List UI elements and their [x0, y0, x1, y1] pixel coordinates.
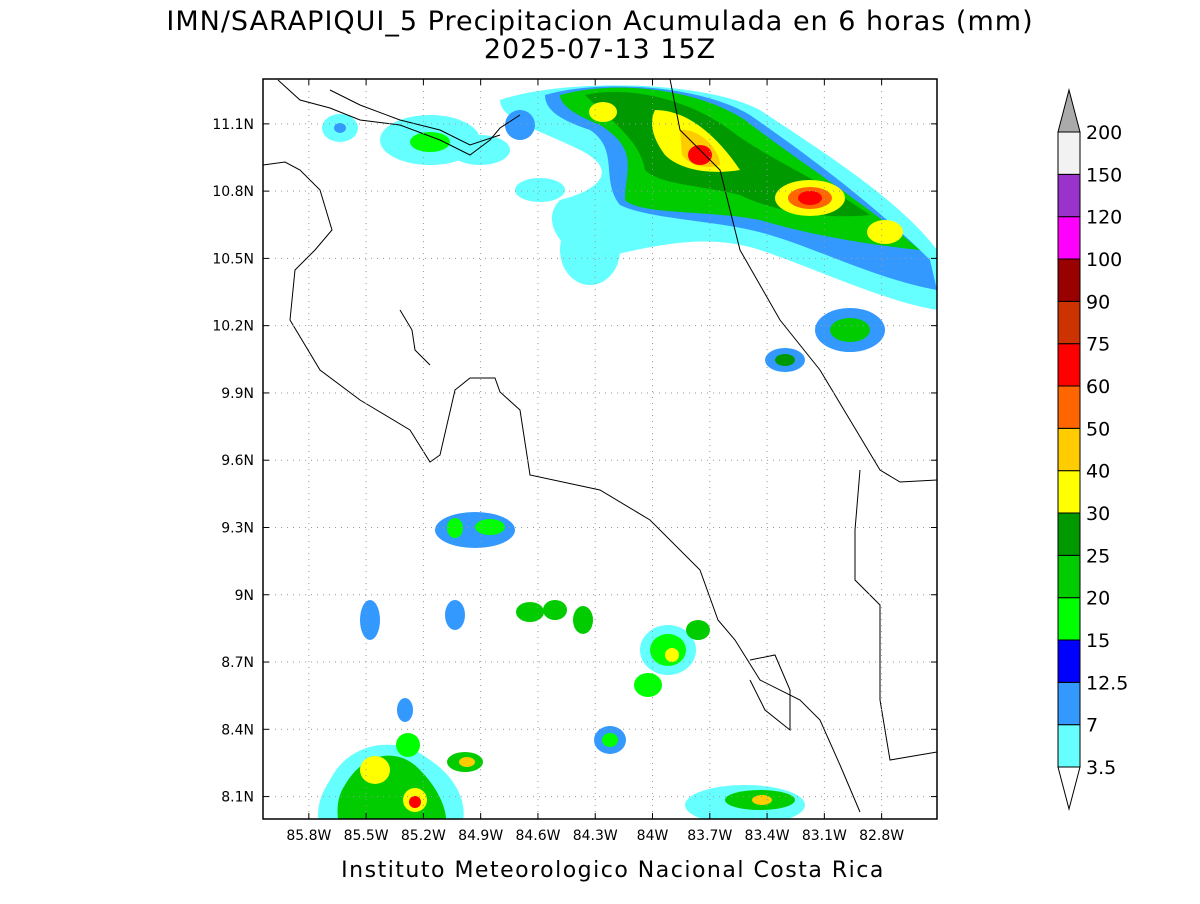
colorbar-box: [1057, 385, 1081, 429]
y-tick-label: 8.4N: [221, 722, 254, 738]
colorbar-label: 60: [1086, 376, 1110, 398]
colorbar-box: [1057, 512, 1081, 556]
x-tick-label: 84.6W: [515, 828, 560, 844]
colorbar-box: [1057, 131, 1081, 175]
colorbar-label: 15: [1086, 630, 1110, 652]
y-tick-label: 10.8N: [212, 184, 254, 200]
x-tick-label: 83.1W: [802, 828, 847, 844]
y-tick-label: 10.2N: [212, 319, 254, 335]
x-tick-label: 84.3W: [573, 828, 618, 844]
colorbar-label: 50: [1086, 418, 1110, 440]
colorbar-box: [1057, 173, 1081, 218]
x-tick-label: 84.9W: [458, 828, 503, 844]
colorbar-box: [1057, 300, 1081, 345]
colorbar-box: [1057, 724, 1081, 768]
y-tick-label: 9.9N: [221, 386, 254, 402]
colorbar-over: [1057, 88, 1081, 133]
y-tick-label: 10.5N: [212, 251, 254, 267]
colorbar-label: 20: [1086, 588, 1110, 610]
y-tick-label: 9N: [235, 588, 254, 604]
map-frame: [262, 78, 938, 820]
colorbar-label: 3.5: [1086, 757, 1116, 779]
x-tick-label: 85.2W: [401, 828, 446, 844]
colorbar-box: [1057, 216, 1081, 260]
colorbar-label: 100: [1086, 249, 1122, 271]
colorbar-label: 7: [1086, 715, 1098, 737]
colorbar-box: [1057, 597, 1081, 641]
y-tick-label: 8.1N: [221, 790, 254, 806]
colorbar-label: 120: [1086, 207, 1122, 229]
y-tick-label: 11.1N: [212, 117, 254, 133]
colorbar-box: [1057, 470, 1081, 514]
colorbar-label: 12.5: [1086, 672, 1128, 694]
x-tick-label: 83.7W: [687, 828, 732, 844]
y-tick-label: 8.7N: [221, 655, 254, 671]
colorbar-label: 200: [1086, 122, 1122, 144]
subtitle: 2025-07-13 15Z: [484, 34, 716, 65]
colorbar-box: [1057, 681, 1081, 726]
colorbar-label: 150: [1086, 164, 1122, 186]
colorbar-box: [1057, 343, 1081, 387]
x-tick-label: 85.8W: [286, 828, 331, 844]
colorbar-label: 30: [1086, 503, 1110, 525]
colorbar-label: 90: [1086, 291, 1110, 313]
colorbar-box: [1057, 258, 1081, 302]
colorbar-label: 40: [1086, 461, 1110, 483]
precipitation-field: [318, 85, 937, 819]
colorbar-box: [1057, 554, 1081, 599]
title: IMN/SARAPIQUI_5 Precipitacion Acumulada …: [166, 6, 1033, 37]
coastline: [263, 79, 937, 813]
x-tick-label: 82.8W: [859, 828, 904, 844]
footer: Instituto Meteorologico Nacional Costa R…: [341, 858, 885, 883]
x-tick-label: 85.5W: [344, 828, 389, 844]
colorbar-under: [1057, 766, 1081, 811]
x-tick-label: 84W: [637, 828, 669, 844]
y-tick-label: 9.6N: [221, 453, 254, 469]
x-tick-label: 83.4W: [745, 828, 790, 844]
colorbar-box: [1057, 639, 1081, 683]
colorbar-label: 75: [1086, 334, 1110, 356]
y-tick-label: 9.3N: [221, 520, 254, 536]
colorbar-box: [1057, 427, 1081, 472]
colorbar-label: 25: [1086, 545, 1110, 567]
